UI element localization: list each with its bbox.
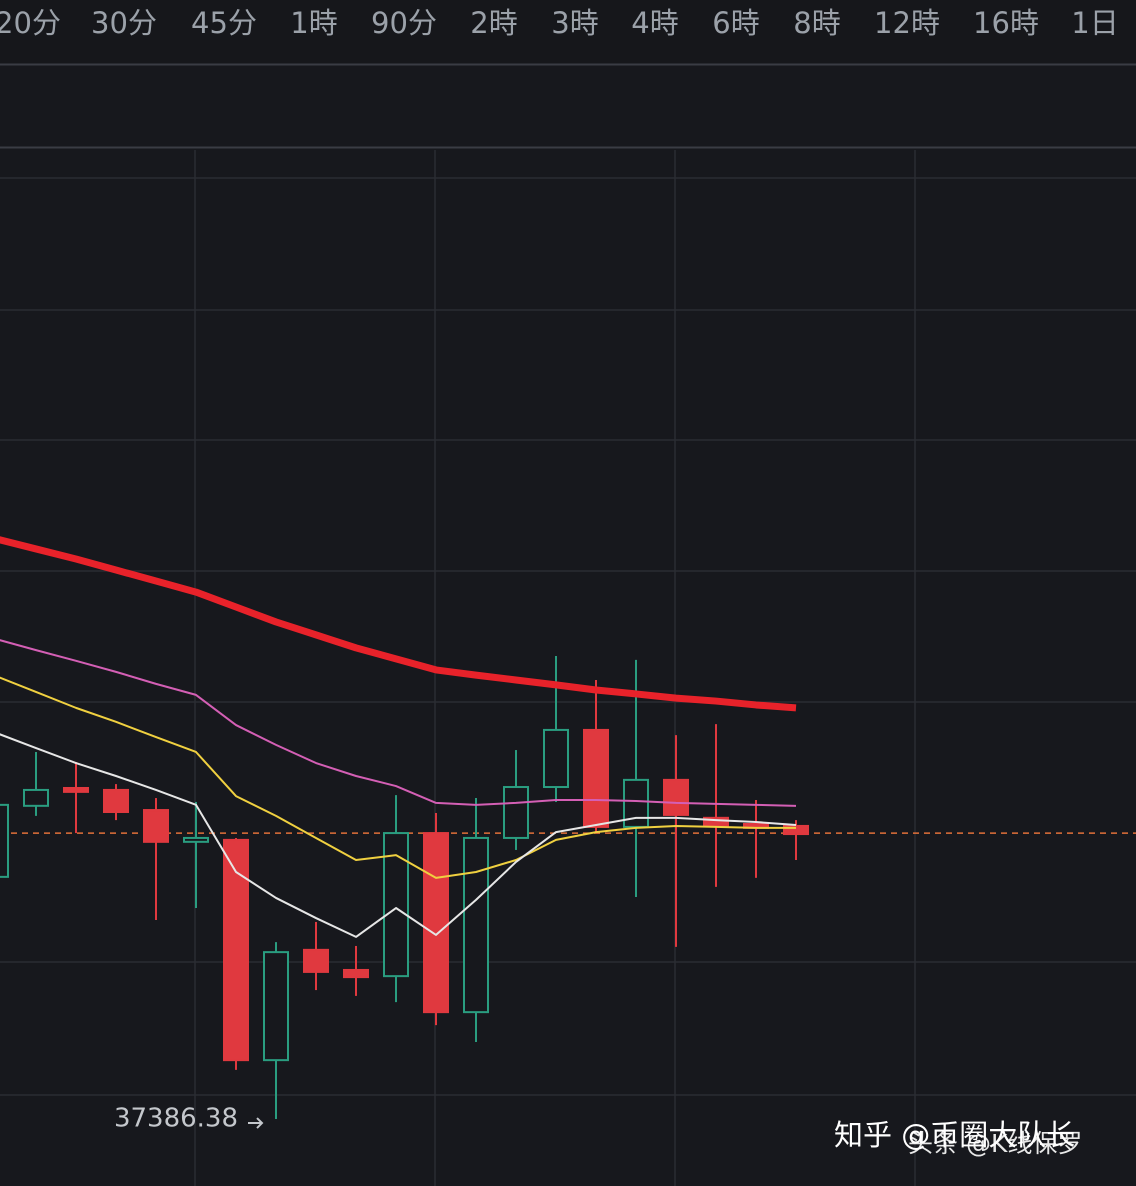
timeframe-tab[interactable]: 2時 xyxy=(470,6,517,40)
tab-bar xyxy=(0,0,1136,64)
candle-body xyxy=(503,786,529,839)
moving-average xyxy=(0,676,796,879)
timeframe-tab[interactable]: 1日 xyxy=(1071,6,1118,40)
candle-body xyxy=(63,786,89,793)
candle-body xyxy=(303,948,329,973)
timeframe-tab[interactable]: 6時 xyxy=(712,6,759,40)
plot: 37386.38 xyxy=(0,536,1136,1134)
toolbar xyxy=(0,66,1136,147)
moving-average xyxy=(0,733,797,938)
tabs: 20分 30分 45分 1時 90分 2時 3時 4時 6時 8時 12時 16時 1日 xyxy=(0,6,1119,40)
candle-body xyxy=(143,809,169,843)
candle-body xyxy=(343,968,369,979)
candle-body xyxy=(543,728,569,789)
low-arrow xyxy=(248,1117,264,1129)
candle-body xyxy=(423,832,449,1014)
moving-average xyxy=(0,639,797,807)
timeframe-tab[interactable]: 16時 xyxy=(973,6,1039,40)
timeframe-tab[interactable]: 12時 xyxy=(874,6,940,40)
candle-body xyxy=(663,778,689,816)
candle-body xyxy=(263,951,289,1062)
candle-body xyxy=(0,803,9,878)
watermark: 知乎 @币圈大队长 xyxy=(834,1118,1075,1152)
timeframe-tab[interactable]: 30分 xyxy=(91,6,157,40)
candle-body xyxy=(783,824,809,836)
watermark: 头条 @K线保罗 xyxy=(908,1129,1082,1158)
grid xyxy=(0,150,1136,1186)
timeframe-tab[interactable]: 90分 xyxy=(371,6,437,40)
candle-body xyxy=(463,836,489,1014)
timeframe-tab[interactable]: 4時 xyxy=(631,6,678,40)
candle-body xyxy=(23,788,49,807)
timeframe-tab[interactable]: 20分 xyxy=(0,6,61,40)
timeframe-tab[interactable]: 8時 xyxy=(793,6,840,40)
low-label: 37386.38 xyxy=(114,1104,238,1134)
moving-average xyxy=(0,536,797,712)
timeframe-tab[interactable]: 3時 xyxy=(551,6,598,40)
candle-body xyxy=(103,788,129,813)
candle-body xyxy=(583,728,609,828)
candle-body xyxy=(183,836,209,843)
timeframe-tab[interactable]: 45分 xyxy=(191,6,257,40)
timeframe-tab[interactable]: 1時 xyxy=(290,6,337,40)
